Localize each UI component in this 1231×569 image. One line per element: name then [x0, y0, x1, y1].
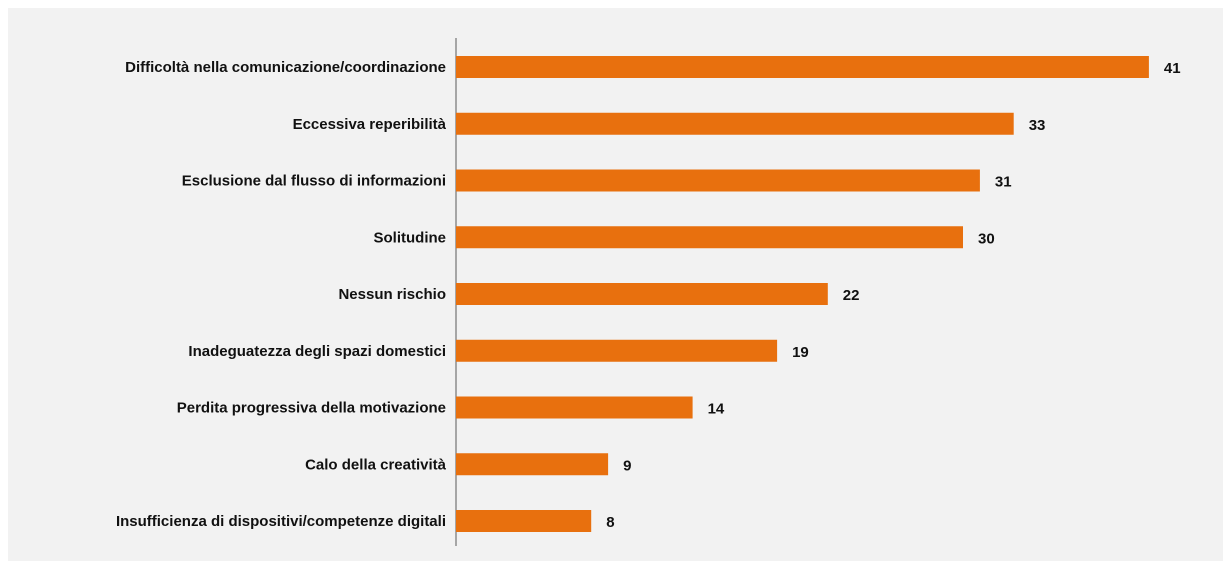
category-label: Insufficienza di dispositivi/competenze …: [116, 513, 446, 530]
data-label: 9: [623, 457, 631, 474]
bar: [456, 283, 828, 305]
bar: [456, 226, 963, 249]
category-label: Solitudine: [374, 229, 447, 246]
category-label: Perdita progressiva della motivazione: [177, 400, 446, 417]
bar: [456, 169, 980, 192]
bar: [456, 453, 609, 476]
category-label: Eccessiva reperibilità: [293, 116, 447, 133]
bar: [456, 112, 1014, 135]
data-label: 41: [1164, 60, 1181, 77]
bar: [456, 396, 693, 419]
bar: [456, 339, 778, 362]
data-label: 19: [792, 344, 809, 361]
data-label: 22: [843, 287, 860, 304]
bar: [456, 510, 592, 532]
bar: [456, 56, 1149, 78]
data-label: 30: [978, 230, 995, 247]
category-label: Inadeguatezza degli spazi domestici: [188, 343, 446, 360]
category-label: Esclusione dal flusso di informazioni: [182, 173, 446, 190]
data-label: 31: [995, 174, 1012, 191]
data-label: 8: [606, 514, 614, 531]
data-label: 33: [1029, 117, 1046, 134]
category-label: Calo della creatività: [305, 456, 447, 473]
data-label: 14: [708, 401, 725, 418]
category-label: Difficoltà nella comunicazione/coordinaz…: [125, 59, 446, 76]
category-label: Nessun rischio: [338, 286, 446, 303]
